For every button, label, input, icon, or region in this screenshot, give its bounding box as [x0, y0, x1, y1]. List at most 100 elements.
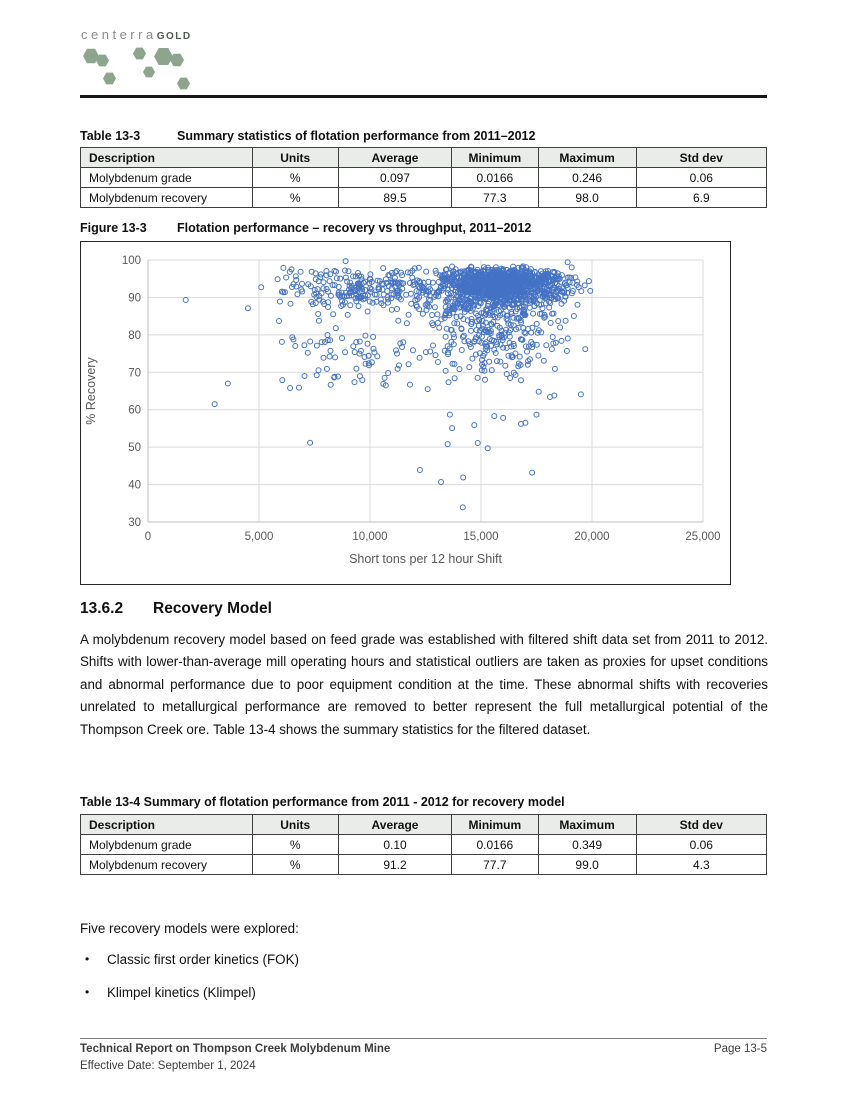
data-point	[396, 362, 402, 369]
data-point	[280, 264, 287, 271]
data-point	[471, 302, 478, 309]
data-point	[551, 392, 558, 399]
data-point	[337, 293, 344, 300]
data-point	[513, 291, 520, 298]
data-point	[394, 306, 400, 312]
section-title: Recovery Model	[153, 600, 272, 617]
bullet-icon: •	[85, 952, 90, 966]
data-point	[364, 292, 371, 299]
caption-label: Table 13-3	[80, 129, 141, 143]
list-intro: Five recovery models were explored:	[80, 921, 299, 936]
data-point	[522, 330, 529, 337]
data-point	[561, 290, 567, 296]
data-point	[364, 308, 371, 315]
data-point	[520, 296, 527, 303]
caption-label: Figure 13-3	[80, 221, 147, 235]
data-point	[410, 347, 416, 354]
data-point	[543, 342, 550, 349]
data-point	[356, 272, 363, 279]
data-point	[438, 316, 445, 323]
data-point	[519, 336, 526, 343]
data-point	[446, 411, 453, 418]
header-divider	[80, 95, 767, 98]
data-point	[528, 282, 535, 289]
data-point	[312, 300, 319, 306]
data-point	[510, 271, 517, 278]
data-point	[528, 329, 535, 336]
data-point	[495, 287, 502, 294]
data-point	[339, 335, 345, 342]
data-point	[358, 294, 365, 301]
data-point	[563, 348, 570, 354]
data-point	[400, 280, 407, 287]
data-point	[534, 329, 541, 336]
data-point	[331, 267, 338, 274]
data-point	[385, 283, 392, 289]
data-point	[540, 357, 547, 364]
data-point	[442, 333, 449, 340]
data-point	[323, 365, 330, 372]
data-point	[297, 268, 304, 275]
data-point	[551, 365, 558, 372]
data-point	[362, 332, 369, 339]
data-point	[344, 311, 351, 318]
data-point	[518, 377, 524, 384]
figure-13-3-caption: Figure 13-3 Flotation performance – recov…	[80, 221, 531, 235]
data-point	[465, 338, 472, 345]
data-point	[381, 374, 388, 381]
data-point	[478, 333, 485, 340]
table-cell: %	[251, 167, 339, 188]
data-point	[574, 301, 581, 308]
footer-divider	[80, 1038, 767, 1039]
data-point	[332, 354, 339, 361]
data-point	[407, 290, 414, 297]
footer-report-title: Technical Report on Thompson Creek Molyb…	[80, 1043, 391, 1055]
data-point	[369, 299, 376, 306]
data-point	[320, 354, 327, 361]
data-point	[307, 439, 314, 446]
data-point	[515, 360, 522, 367]
data-point	[332, 325, 339, 332]
data-point	[471, 338, 478, 345]
data-point	[476, 332, 482, 339]
logo-text-centerra: centerra	[81, 27, 157, 42]
data-point	[539, 305, 546, 312]
data-point	[503, 272, 510, 279]
data-point	[469, 355, 476, 362]
data-point	[525, 358, 532, 365]
table-cell: 0.0166	[451, 834, 539, 855]
table-cell: 0.06	[635, 834, 768, 855]
data-point	[548, 292, 554, 299]
data-point	[474, 374, 481, 381]
data-point	[374, 353, 381, 360]
data-point	[445, 349, 451, 356]
data-point	[344, 278, 351, 285]
caption-text: Summary statistics of flotation performa…	[177, 129, 536, 143]
data-point	[515, 264, 522, 271]
table-cell: 98.0	[537, 187, 637, 208]
data-point	[468, 263, 474, 270]
data-point	[508, 275, 515, 282]
data-point	[441, 315, 448, 321]
data-point	[524, 361, 531, 368]
data-point	[388, 270, 395, 276]
data-point	[337, 275, 344, 282]
data-point	[385, 370, 392, 376]
data-point	[432, 352, 439, 359]
data-point	[530, 297, 537, 304]
data-point	[430, 289, 437, 296]
data-point	[368, 278, 375, 285]
data-point	[564, 335, 571, 342]
data-point	[533, 320, 540, 327]
data-point	[436, 324, 443, 331]
data-point	[408, 300, 415, 307]
data-point	[494, 341, 500, 348]
data-point	[419, 283, 426, 290]
data-point	[427, 348, 434, 355]
data-point	[362, 287, 369, 293]
data-point	[433, 289, 440, 296]
data-point	[549, 276, 556, 283]
data-point	[543, 300, 549, 307]
data-point	[519, 268, 526, 275]
data-point	[318, 339, 325, 346]
